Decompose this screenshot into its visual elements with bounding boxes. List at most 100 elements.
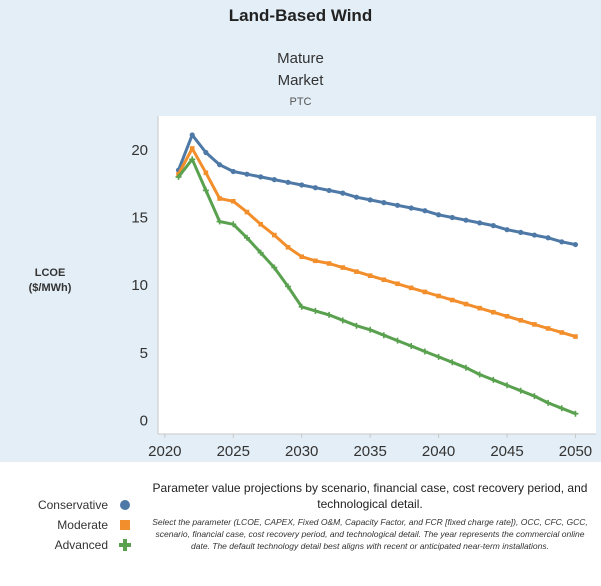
data-point-advanced: [312, 307, 319, 314]
y-tick-label: 0: [140, 412, 148, 429]
data-point-moderate: [381, 277, 387, 283]
data-point-advanced: [545, 399, 552, 406]
chart-subtitle-line-2: Market: [277, 72, 324, 89]
square-marker-icon: [120, 520, 130, 530]
data-point-conservative: [477, 220, 483, 226]
legend-item-conservative[interactable]: Conservative: [0, 496, 150, 516]
data-point-advanced: [517, 387, 524, 394]
financial-case-label: PTC: [289, 96, 312, 108]
data-point-conservative: [572, 241, 579, 248]
data-point-moderate: [230, 198, 236, 204]
y-axis-label: LCOE ($/MWh): [10, 266, 90, 296]
data-point-conservative: [518, 229, 524, 235]
y-tick-label: 15: [131, 209, 148, 226]
x-tick-label: 2040: [422, 443, 455, 460]
legend: Conservative Moderate Advanced: [0, 496, 150, 556]
data-point-moderate: [422, 289, 428, 295]
data-point-advanced: [230, 221, 237, 228]
data-point-advanced: [558, 405, 565, 412]
data-point-moderate: [189, 146, 195, 151]
data-point-moderate: [326, 261, 332, 266]
data-point-moderate: [354, 269, 359, 274]
data-point-advanced: [367, 326, 374, 333]
data-point-conservative: [312, 185, 319, 191]
data-point-moderate: [203, 170, 209, 176]
data-point-advanced: [285, 283, 292, 290]
data-point-conservative: [216, 162, 223, 168]
data-point-conservative: [258, 174, 264, 180]
x-tick-label: 2030: [285, 443, 318, 460]
legend-item-moderate[interactable]: Moderate: [0, 516, 150, 536]
data-point-moderate: [258, 221, 263, 227]
data-point-advanced: [490, 376, 497, 383]
note-title: Parameter value projections by scenario,…: [152, 481, 588, 511]
data-point-advanced: [504, 382, 511, 389]
data-point-conservative: [340, 190, 346, 196]
data-point-advanced: [298, 303, 305, 310]
data-point-conservative: [545, 235, 551, 241]
data-point-advanced: [326, 311, 333, 318]
data-point-moderate: [491, 309, 496, 315]
data-point-moderate: [313, 258, 318, 264]
x-tick-label: 2020: [148, 443, 181, 460]
data-point-moderate: [299, 254, 305, 260]
y-tick-label: 10: [131, 277, 148, 294]
data-point-moderate: [285, 244, 291, 250]
data-point-moderate: [244, 209, 250, 215]
data-point-advanced: [394, 337, 401, 344]
data-point-conservative: [463, 217, 469, 223]
y-tick-label: 20: [131, 142, 148, 159]
data-point-moderate: [532, 322, 537, 327]
legend-label-moderate: Moderate: [57, 518, 108, 532]
y-axis-label-line-2: ($/MWh): [28, 282, 72, 294]
data-point-advanced: [243, 234, 250, 241]
data-point-conservative: [271, 177, 277, 183]
data-point-moderate: [395, 281, 400, 287]
data-point-conservative: [244, 171, 250, 177]
data-point-conservative: [394, 202, 401, 208]
data-point-advanced: [271, 264, 278, 271]
data-point-advanced: [462, 364, 469, 371]
legend-item-advanced[interactable]: Advanced: [0, 536, 150, 556]
x-tick-label: 2025: [217, 443, 250, 460]
data-point-conservative: [285, 179, 291, 185]
data-point-conservative: [381, 200, 387, 206]
data-point-advanced: [435, 353, 442, 360]
data-point-conservative: [422, 208, 428, 214]
data-point-moderate: [436, 293, 441, 299]
data-point-advanced: [380, 332, 387, 339]
chart-subtitle-line-1: Mature: [277, 50, 324, 67]
data-point-advanced: [257, 249, 264, 256]
data-point-conservative: [299, 182, 305, 188]
data-point-advanced: [531, 393, 538, 400]
data-point-advanced: [216, 218, 223, 225]
data-point-conservative: [326, 187, 332, 194]
data-point-conservative: [490, 223, 496, 229]
data-point-moderate: [573, 334, 578, 339]
data-point-moderate: [367, 273, 373, 278]
data-point-conservative: [408, 205, 414, 211]
data-point-advanced: [476, 371, 483, 378]
data-point-moderate: [504, 313, 510, 319]
data-point-conservative: [435, 212, 442, 218]
data-point-conservative: [449, 214, 455, 221]
data-point-advanced: [339, 317, 346, 324]
data-point-moderate: [408, 285, 414, 291]
plus-marker-icon: [119, 539, 131, 551]
legend-label-conservative: Conservative: [37, 498, 108, 512]
data-point-moderate: [545, 326, 551, 331]
data-point-moderate: [217, 196, 222, 201]
data-point-advanced: [175, 173, 182, 180]
legend-label-advanced: Advanced: [54, 538, 108, 552]
x-tick-label: 2045: [490, 443, 523, 460]
y-axis-label-line-1: LCOE: [34, 267, 66, 279]
data-point-conservative: [230, 168, 236, 175]
data-point-advanced: [353, 322, 360, 329]
chart-title: Land-Based Wind: [228, 6, 373, 25]
data-point-moderate: [340, 265, 346, 270]
data-point-advanced: [449, 359, 456, 366]
data-point-moderate: [463, 301, 469, 307]
data-point-moderate: [477, 305, 482, 311]
data-point-conservative: [353, 194, 360, 200]
x-tick-label: 2050: [559, 443, 592, 460]
